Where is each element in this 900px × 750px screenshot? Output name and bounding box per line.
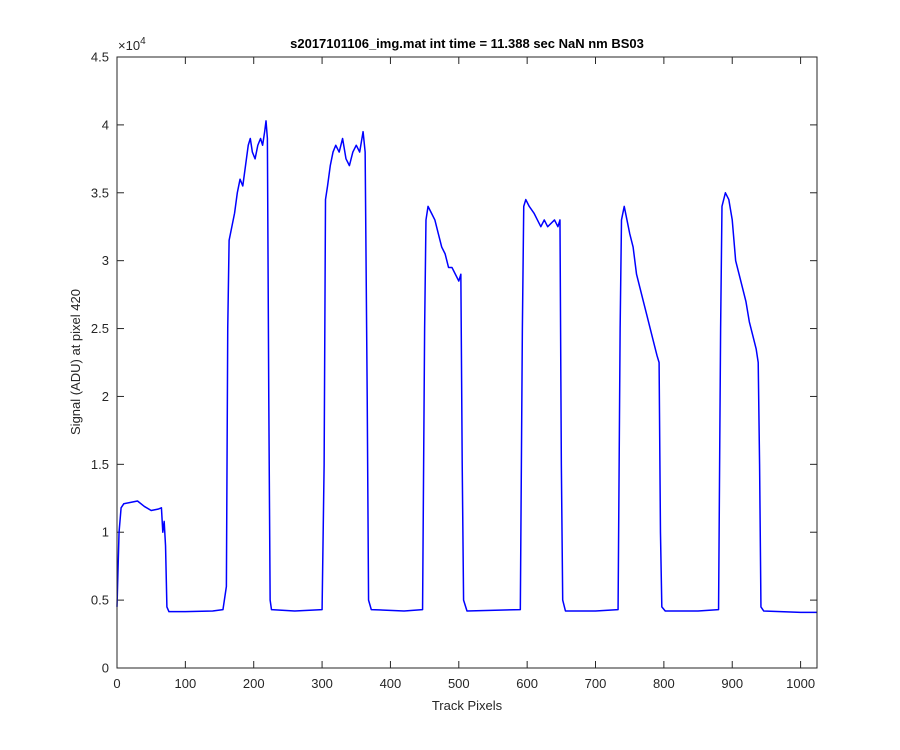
y-tick-label: 2.5: [91, 321, 109, 336]
y-tick-label: 4.5: [91, 50, 109, 65]
x-tick-label: 1000: [786, 676, 815, 691]
x-tick-label: 0: [113, 676, 120, 691]
y-axis-label: Signal (ADU) at pixel 420: [68, 289, 83, 435]
x-tick-label: 200: [243, 676, 265, 691]
x-tick-label: 300: [311, 676, 333, 691]
y-tick-label: 4: [102, 117, 109, 132]
x-tick-label: 700: [585, 676, 607, 691]
y-tick-label: 3.5: [91, 185, 109, 200]
y-tick-label: 3: [102, 253, 109, 268]
axes-box: [116, 56, 818, 669]
y-tick-label: 0: [102, 661, 109, 676]
plot-area: [117, 57, 817, 668]
data-line: [116, 120, 817, 614]
y-tick-label: 2: [102, 389, 109, 404]
y-tick-label: 1: [102, 525, 109, 540]
y-scale-exponent: 4: [140, 36, 146, 47]
y-tick-label: 0.5: [91, 593, 109, 608]
x-tick-label: 900: [721, 676, 743, 691]
x-tick-label: 400: [380, 676, 402, 691]
y-tick-label: 1.5: [91, 457, 109, 472]
y-scale-label: ×104: [118, 36, 146, 53]
y-scale-base: ×10: [118, 38, 140, 53]
x-tick-label: 600: [516, 676, 538, 691]
chart-title: s2017101106_img.mat int time = 11.388 se…: [290, 36, 644, 51]
x-tick-label: 100: [175, 676, 197, 691]
x-tick-label: 800: [653, 676, 675, 691]
x-tick-label: 500: [448, 676, 470, 691]
x-axis-label: Track Pixels: [432, 698, 503, 713]
